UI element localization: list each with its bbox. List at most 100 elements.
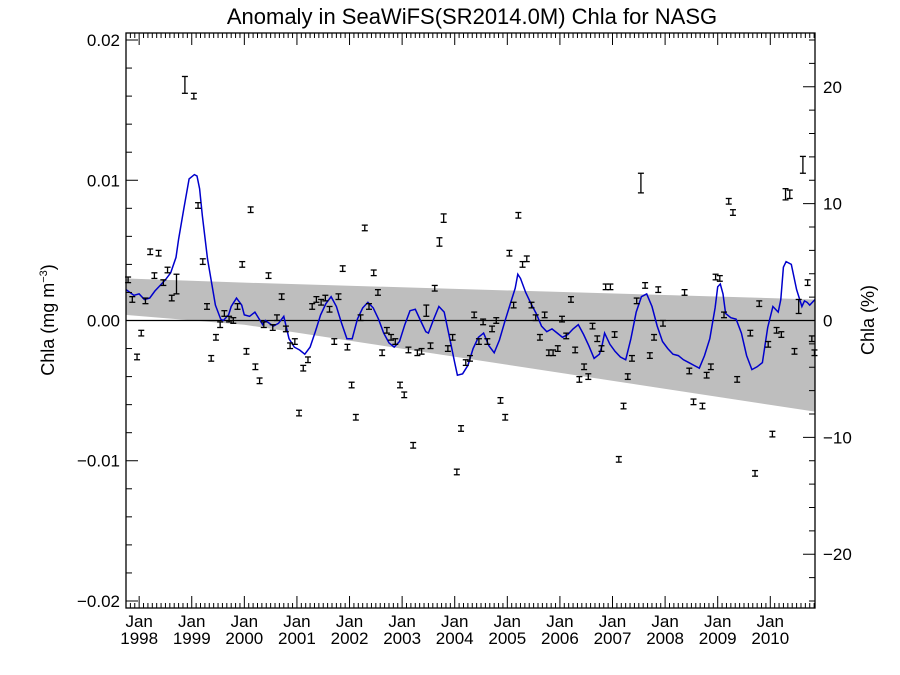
anomaly-point [550, 349, 557, 357]
anomaly-point [773, 326, 780, 334]
anomaly-point [414, 349, 421, 357]
anomaly-point [484, 338, 491, 345]
anomaly-point [515, 211, 522, 219]
anomaly-point [651, 333, 658, 341]
anomaly-point [195, 202, 202, 209]
anomaly-point [431, 284, 438, 292]
anomaly-point [769, 430, 776, 438]
anomaly-point [296, 409, 303, 417]
anomaly-point [471, 311, 478, 319]
y2-tick-label: −10 [823, 428, 852, 447]
anomaly-point [642, 281, 649, 289]
anomaly-point [628, 354, 635, 362]
anomaly-point [208, 354, 215, 362]
x-tick-year-label: 2010 [751, 629, 789, 648]
x-tick-year-label: 1999 [173, 629, 211, 648]
x-tick-year-label: 2003 [383, 629, 421, 648]
x-tick-month-label: Jan [704, 612, 731, 631]
anomaly-point [203, 303, 210, 310]
y2-tick-label: −20 [823, 545, 852, 564]
y-tick-label: −0.01 [77, 452, 120, 471]
anomaly-point [309, 303, 316, 310]
anomaly-point [256, 377, 263, 385]
anomaly-point [269, 324, 276, 331]
anomaly-point [151, 272, 158, 280]
anomaly-point [752, 469, 759, 477]
anomaly-point [462, 359, 469, 367]
x-tick-labels: Jan1998Jan1999Jan2000Jan2001Jan2002Jan20… [120, 612, 789, 648]
anomaly-point [541, 311, 548, 319]
anomaly-point [497, 396, 504, 404]
anomaly-point [659, 319, 666, 327]
anomaly-point [523, 255, 530, 263]
anomaly-point [318, 298, 325, 306]
x-tick-year-label: 2008 [646, 629, 684, 648]
anomaly-points [125, 75, 818, 477]
anomaly-point [348, 381, 355, 389]
anomaly-point [278, 293, 285, 301]
anomaly-point [440, 213, 447, 223]
y-axis-label-main: Chla (mg m [38, 283, 58, 376]
anomaly-point [729, 209, 736, 216]
anomaly-point [756, 300, 763, 308]
anomaly-point [615, 455, 622, 463]
anomaly-point [716, 274, 723, 282]
anomaly-point [383, 326, 390, 334]
x-tick-year-label: 2009 [699, 629, 737, 648]
anomaly-point [252, 363, 259, 371]
anomaly-point [778, 331, 785, 338]
anomaly-point [536, 333, 543, 341]
anomaly-point [199, 258, 206, 266]
x-tick-year-label: 1998 [120, 629, 158, 648]
anomaly-point [532, 314, 539, 322]
anomaly-point [493, 317, 500, 324]
anomaly-point [365, 303, 372, 310]
anomaly-point [181, 75, 188, 94]
anomaly-point [554, 345, 561, 353]
anomaly-point [453, 468, 460, 476]
anomaly-point [322, 294, 329, 302]
anomaly-point [335, 293, 342, 301]
anomaly-point [808, 335, 815, 343]
anomaly-point [247, 206, 254, 214]
anomaly-point [423, 304, 430, 317]
x-tick-year-label: 2005 [488, 629, 526, 648]
anomaly-point [786, 189, 793, 200]
x-tick-month-label: Jan [546, 612, 573, 631]
anomaly-point [449, 333, 456, 341]
anomaly-point [397, 381, 404, 389]
anomaly-point [563, 332, 570, 340]
anomaly-point [405, 346, 412, 354]
y-axis-label-close: ) [38, 264, 58, 270]
anomaly-point [528, 301, 535, 309]
anomaly-point [506, 249, 513, 257]
anomaly-point [799, 155, 806, 174]
anomaly-point [594, 335, 601, 343]
anomaly-point [633, 297, 640, 305]
anomaly-point [173, 273, 180, 295]
anomaly-point [655, 286, 662, 294]
y-axis-label: Chla (mg m−3) [38, 264, 58, 376]
anomaly-point [147, 248, 154, 256]
anomaly-point [134, 353, 141, 361]
x-tick-month-label: Jan [494, 612, 521, 631]
model-line-layer [125, 173, 816, 377]
anomaly-point [589, 322, 596, 330]
x-tick-month-label: Jan [231, 612, 258, 631]
anomaly-point [712, 273, 719, 281]
anomaly-point [747, 329, 754, 337]
anomaly-point [699, 402, 706, 410]
anomaly-point [572, 346, 579, 354]
anomaly-point [646, 352, 653, 360]
anomaly-point [410, 441, 417, 449]
anomaly-point [721, 311, 728, 319]
anomaly-point [444, 345, 451, 353]
y-tick-label: 0.01 [87, 171, 120, 190]
x-tick-month-label: Jan [757, 612, 784, 631]
anomaly-point [239, 260, 246, 268]
anomaly-point [282, 325, 289, 333]
anomaly-point [190, 92, 197, 100]
anomaly-point [510, 301, 517, 309]
anomaly-point [212, 333, 219, 341]
anomaly-point [637, 172, 644, 194]
